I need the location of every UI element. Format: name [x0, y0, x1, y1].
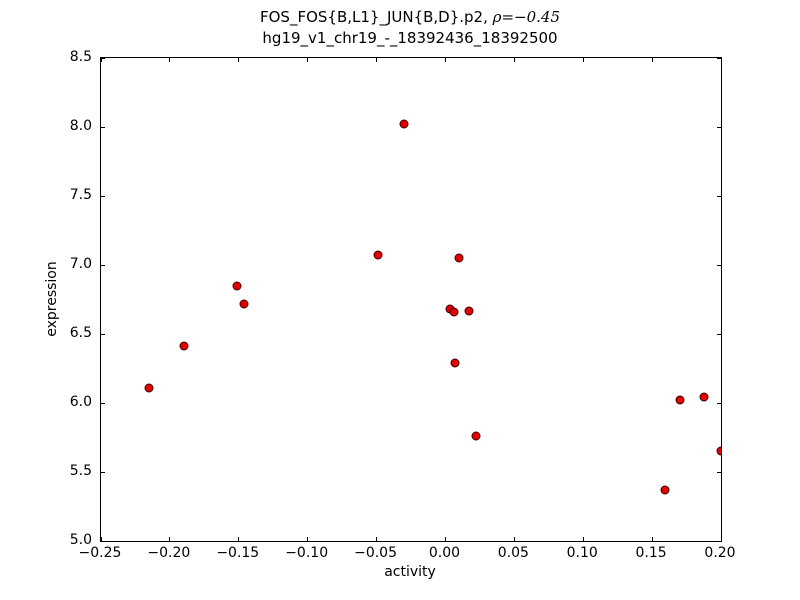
- chart-title-text: FOS_FOS{B,L1}_JUN{B,D}.p2,: [259, 8, 493, 26]
- y-tick-mark: [717, 333, 721, 335]
- y-tick-label: 6.0: [69, 394, 92, 410]
- y-tick-mark: [717, 471, 721, 473]
- y-tick-mark: [717, 58, 721, 59]
- x-tick-label: 0.20: [704, 545, 736, 561]
- x-axis-label: activity: [384, 564, 436, 580]
- scatter-point: [239, 299, 249, 309]
- chart-title-rho: ρ=−0.45: [492, 8, 560, 26]
- x-tick-label: 0.05: [497, 545, 529, 561]
- x-tick-mark: [513, 537, 515, 541]
- y-tick-label: 5.5: [69, 463, 92, 479]
- x-tick-mark: [513, 58, 515, 62]
- y-tick-mark: [101, 264, 105, 266]
- y-tick-label: 5.0: [69, 532, 92, 548]
- y-tick-label: 7.5: [69, 187, 92, 203]
- chart-subtitle: hg19_v1_chr19_-_18392436_18392500: [262, 29, 558, 47]
- x-tick-mark: [101, 58, 102, 62]
- x-tick-mark: [444, 537, 446, 541]
- scatter-point: [464, 306, 474, 316]
- x-tick-label: 0.15: [635, 545, 667, 561]
- scatter-point: [675, 395, 685, 405]
- x-tick-mark: [307, 58, 309, 62]
- x-tick-label: 0.00: [428, 545, 461, 561]
- x-tick-mark: [651, 537, 653, 541]
- x-tick-label: −0.25: [78, 545, 122, 561]
- y-tick-label: 8.5: [69, 49, 92, 65]
- x-tick-mark: [238, 58, 240, 62]
- x-tick-mark: [101, 537, 102, 541]
- y-tick-mark: [101, 402, 105, 404]
- x-tick-mark: [238, 537, 240, 541]
- y-tick-mark: [717, 402, 721, 404]
- scatter-point: [399, 119, 409, 129]
- scatter-point: [716, 446, 721, 456]
- y-tick-mark: [717, 195, 721, 197]
- x-tick-mark: [651, 58, 653, 62]
- y-tick-mark: [101, 58, 105, 59]
- y-tick-label: 6.5: [69, 325, 92, 341]
- scatter-point: [373, 250, 383, 260]
- scatter-point: [449, 307, 459, 317]
- scatter-point: [179, 341, 189, 351]
- scatter-point: [699, 392, 709, 402]
- y-tick-mark: [101, 126, 105, 128]
- x-tick-mark: [169, 58, 171, 62]
- x-tick-mark: [376, 537, 378, 541]
- x-tick-mark: [444, 58, 446, 62]
- x-tick-mark: [169, 537, 171, 541]
- chart-title-block: FOS_FOS{B,L1}_JUN{B,D}.p2, ρ=−0.45 hg19_…: [100, 7, 720, 49]
- scatter-point: [660, 485, 669, 495]
- y-tick-mark: [717, 540, 721, 541]
- y-tick-mark: [101, 471, 105, 473]
- scatter-point: [232, 281, 242, 291]
- x-tick-mark: [720, 58, 721, 62]
- y-tick-label: 8.0: [69, 118, 92, 134]
- x-tick-mark: [720, 537, 721, 541]
- x-tick-label: −0.05: [354, 545, 397, 561]
- y-tick-mark: [717, 126, 721, 128]
- x-tick-label: −0.10: [285, 545, 329, 561]
- x-tick-label: −0.20: [147, 545, 191, 561]
- y-tick-mark: [101, 195, 105, 197]
- x-tick-label: 0.10: [566, 545, 598, 561]
- y-tick-label: 7.0: [69, 256, 92, 272]
- x-tick-mark: [307, 537, 309, 541]
- scatter-point: [471, 431, 481, 441]
- x-tick-mark: [376, 58, 378, 62]
- chart-title: FOS_FOS{B,L1}_JUN{B,D}.p2, ρ=−0.45: [100, 7, 720, 28]
- scatter-point: [450, 358, 460, 368]
- x-tick-mark: [582, 58, 584, 62]
- x-tick-label: −0.15: [216, 545, 260, 561]
- y-tick-mark: [101, 540, 105, 541]
- scatter-point: [144, 383, 154, 393]
- x-tick-mark: [582, 537, 584, 541]
- y-tick-mark: [101, 333, 105, 335]
- scatter-point: [454, 253, 464, 263]
- y-tick-mark: [717, 264, 721, 266]
- plot-area: [100, 57, 722, 542]
